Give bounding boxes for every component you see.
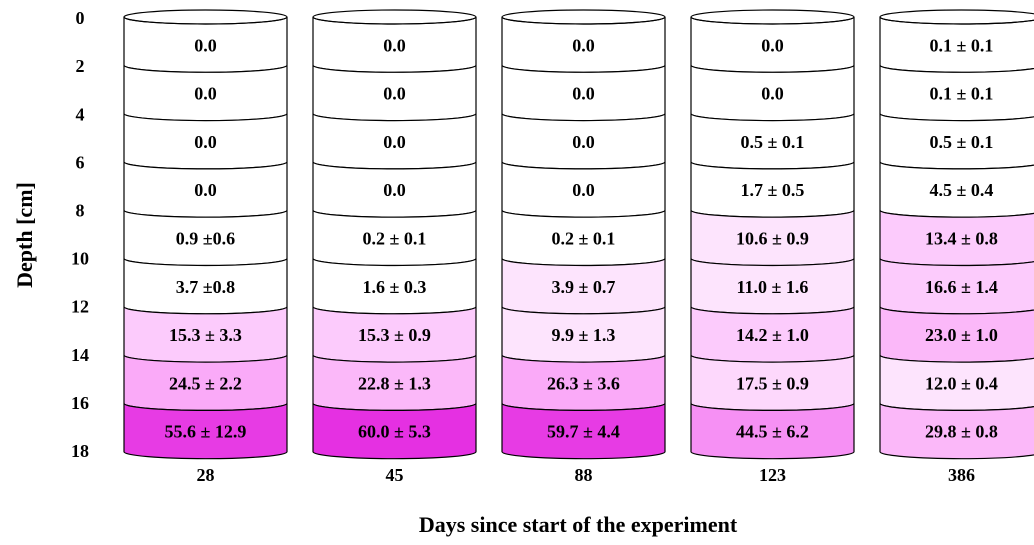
layer-value: 0.0 [383, 132, 406, 152]
soil-layer [879, 403, 1034, 460]
y-tick-label: 14 [71, 345, 89, 365]
layer-value: 0.0 [761, 84, 784, 104]
y-tick-label: 8 [76, 201, 85, 221]
column-top [690, 9, 855, 25]
y-tick-label: 18 [71, 441, 89, 461]
layer-value: 3.7 ±0.8 [176, 277, 235, 297]
layer-value: 9.9 ± 1.3 [552, 325, 616, 345]
y-tick-label: 12 [71, 297, 89, 317]
layer-value: 14.2 ± 1.0 [736, 325, 809, 345]
layer-value: 0.5 ± 0.1 [930, 132, 994, 152]
layer-value: 0.0 [572, 35, 595, 55]
layer-value: 1.7 ± 0.5 [741, 180, 805, 200]
layer-value: 10.6 ± 0.9 [736, 228, 809, 248]
layer-value: 0.0 [194, 35, 217, 55]
layer-value: 17.5 ± 0.9 [736, 373, 809, 393]
layer-value: 16.6 ± 1.4 [925, 277, 998, 297]
layer-value: 0.0 [194, 132, 217, 152]
layer-value: 44.5 ± 6.2 [736, 422, 809, 442]
layer-value: 0.0 [572, 84, 595, 104]
layer-value: 0.2 ± 0.1 [552, 228, 616, 248]
layer-value: 0.0 [761, 35, 784, 55]
soil-layer [501, 403, 666, 460]
layer-value: 23.0 ± 1.0 [925, 325, 998, 345]
layer-value: 0.0 [572, 132, 595, 152]
soil-layer [123, 403, 288, 460]
y-tick-label: 16 [71, 393, 89, 413]
x-axis-title: Days since start of the experiment [419, 512, 738, 537]
soil-layer [312, 403, 477, 460]
layer-value: 13.4 ± 0.8 [925, 228, 998, 248]
layer-value: 0.2 ± 0.1 [363, 228, 427, 248]
layer-value: 0.9 ±0.6 [176, 228, 235, 248]
layer-value: 22.8 ± 1.3 [358, 373, 431, 393]
layer-value: 0.1 ± 0.1 [930, 84, 994, 104]
layer-value: 24.5 ± 2.2 [169, 373, 242, 393]
y-tick-label: 0 [76, 8, 85, 28]
layer-value: 4.5 ± 0.4 [930, 180, 994, 200]
soil-layer [690, 403, 855, 460]
layer-value: 0.0 [383, 180, 406, 200]
layer-value: 1.6 ± 0.3 [363, 277, 427, 297]
layer-value: 0.0 [194, 84, 217, 104]
layer-value: 29.8 ± 0.8 [925, 422, 998, 442]
layer-value: 11.0 ± 1.6 [737, 277, 809, 297]
column-label: 28 [197, 465, 215, 485]
layer-value: 59.7 ± 4.4 [547, 422, 620, 442]
column-top [879, 9, 1034, 25]
layer-value: 0.1 ± 0.1 [930, 35, 994, 55]
layer-value: 0.0 [194, 180, 217, 200]
y-tick-label: 4 [76, 104, 85, 124]
layer-value: 60.0 ± 5.3 [358, 422, 431, 442]
layer-value: 15.3 ± 0.9 [358, 325, 431, 345]
column-label: 88 [575, 465, 593, 485]
layer-value: 55.6 ± 12.9 [165, 422, 247, 442]
y-tick-label: 6 [76, 152, 85, 172]
layer-value: 15.3 ± 3.3 [169, 325, 242, 345]
layer-value: 0.0 [383, 84, 406, 104]
layer-value: 0.5 ± 0.1 [741, 132, 805, 152]
column-top [312, 9, 477, 25]
layer-value: 0.0 [383, 35, 406, 55]
layer-value: 12.0 ± 0.4 [925, 373, 998, 393]
y-axis-title: Depth [cm] [12, 182, 37, 288]
layer-value: 0.0 [572, 180, 595, 200]
y-tick-label: 2 [76, 56, 85, 76]
layer-value: 3.9 ± 0.7 [552, 277, 616, 297]
layer-value: 26.3 ± 3.6 [547, 373, 620, 393]
column-label: 123 [759, 465, 786, 485]
column-label: 386 [948, 465, 975, 485]
column-label: 45 [386, 465, 404, 485]
column-top [501, 9, 666, 25]
y-tick-label: 10 [71, 249, 89, 269]
column-top [123, 9, 288, 25]
